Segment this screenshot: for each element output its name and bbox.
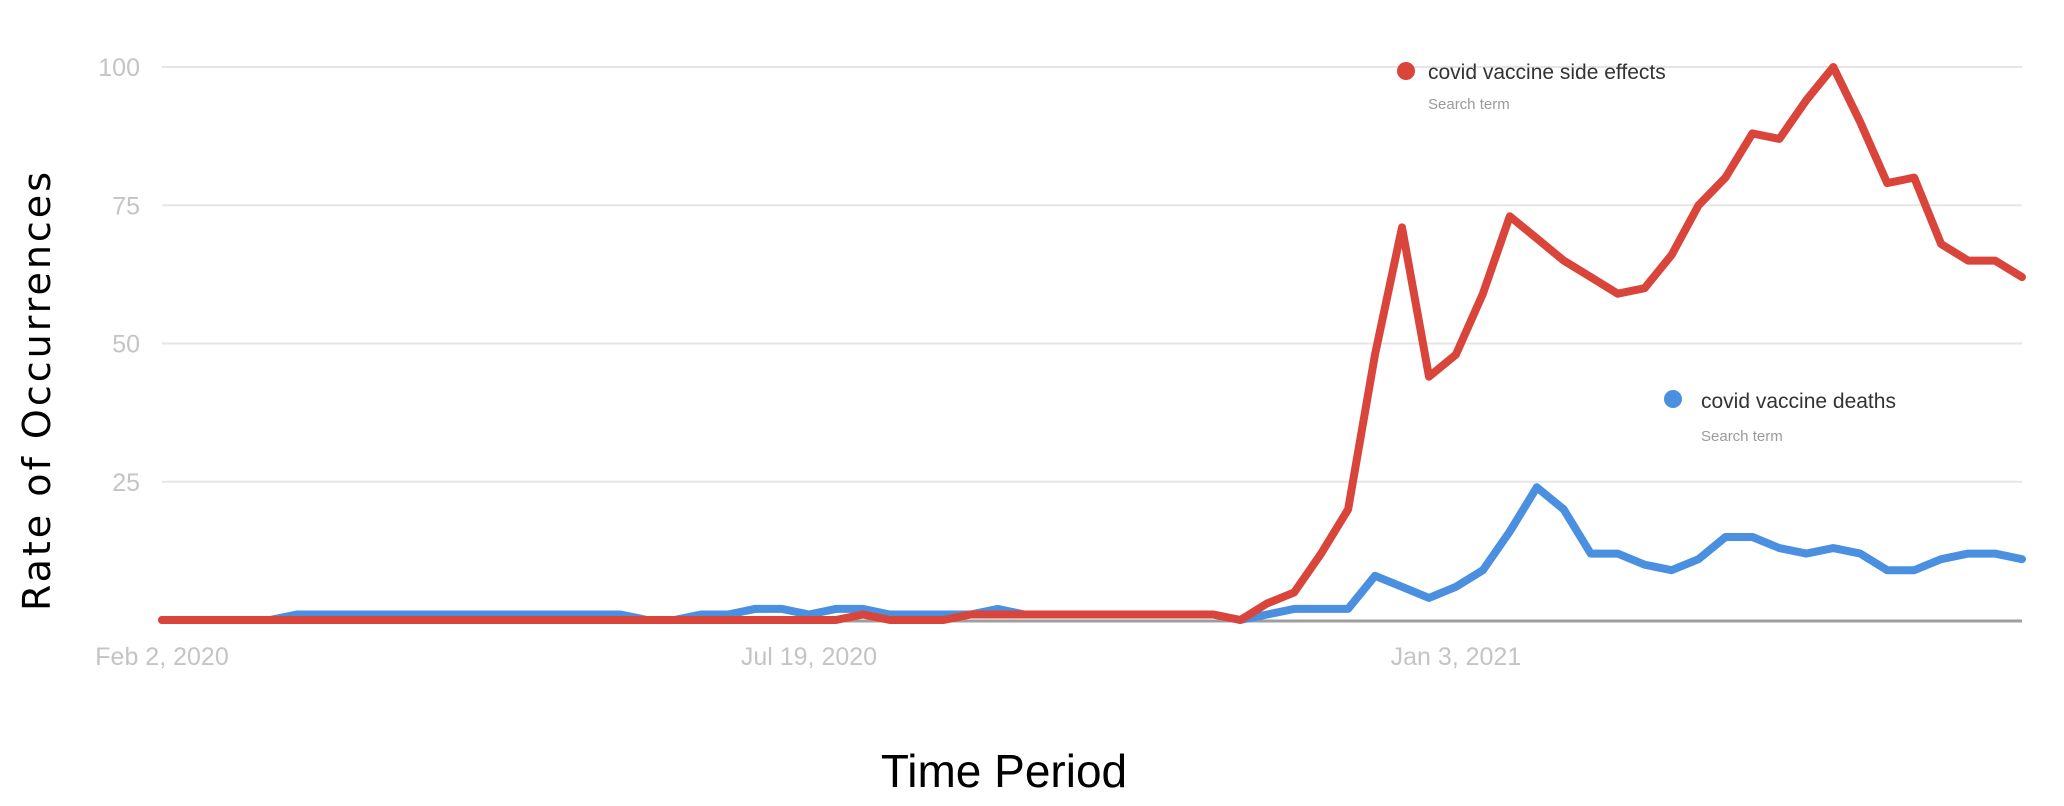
legend-marker-side-effects [1397, 62, 1415, 80]
x-tick-label: Feb 2, 2020 [95, 643, 228, 671]
x-axis-title: Time Period [881, 745, 1127, 797]
x-tick-labels: Feb 2, 2020 Jul 19, 2020 Jan 3, 2021 [95, 643, 1521, 671]
y-tick-label: 50 [112, 331, 140, 359]
series-lines [158, 63, 2026, 624]
y-tick-label: 25 [112, 469, 140, 497]
y-axis-title: Rate of Occurrences [15, 169, 59, 611]
legend-label-side-effects: covid vaccine side effects [1428, 61, 1666, 84]
series-line-covid-vaccine-deaths[interactable] [158, 483, 2026, 624]
x-tick-label: Jan 3, 2021 [1391, 643, 1522, 671]
y-tick-label: 100 [98, 54, 140, 82]
series-line-covid-vaccine-side-effects[interactable] [158, 63, 2026, 624]
legend-label-deaths: covid vaccine deaths [1701, 390, 1896, 413]
y-tick-labels: 100 75 50 25 [98, 54, 140, 497]
legend-deaths[interactable]: covid vaccine deaths Search term [1664, 390, 1896, 445]
y-tick-label: 75 [112, 192, 140, 220]
legend-marker-deaths [1664, 390, 1682, 408]
legend-side-effects[interactable]: covid vaccine side effects Search term [1397, 61, 1666, 113]
legend-sublabel-side-effects: Search term [1428, 96, 1510, 113]
legend-sublabel-deaths: Search term [1701, 428, 1783, 445]
x-tick-label: Jul 19, 2020 [741, 643, 877, 671]
